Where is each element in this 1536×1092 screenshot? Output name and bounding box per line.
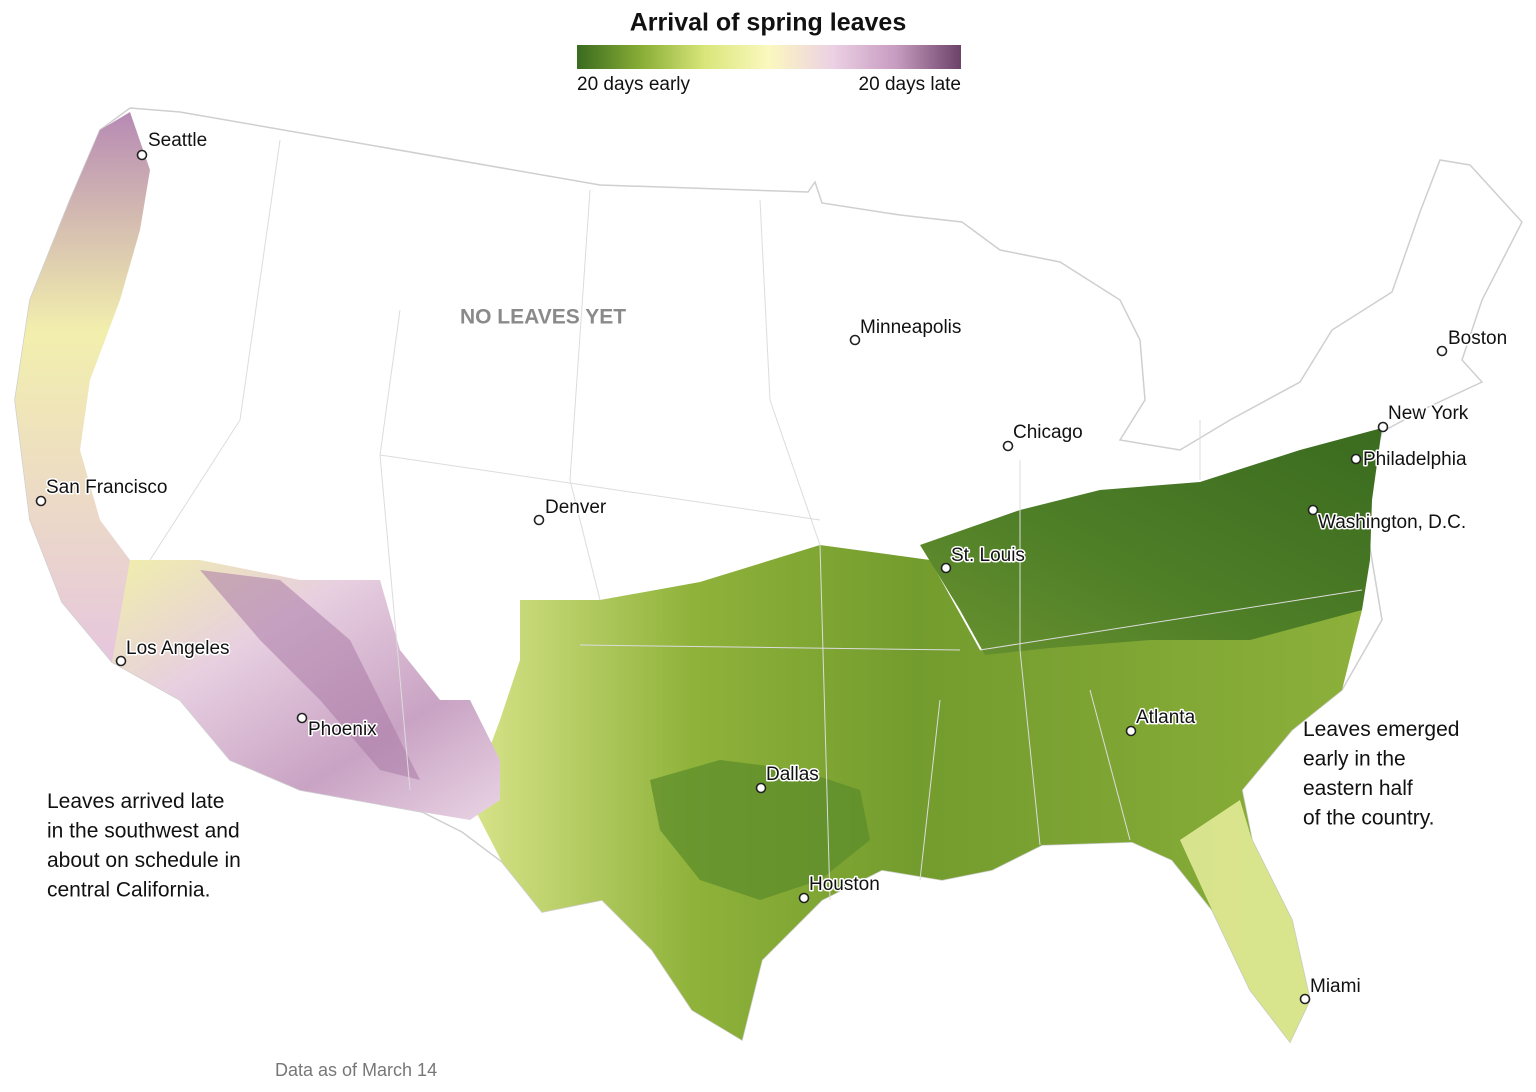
annotation-line: of the country. [1303,807,1435,830]
annotation-line: eastern half [1303,777,1413,800]
annotation-line: central California. [47,879,210,902]
city-label: New York [1388,403,1469,424]
city-marker [296,712,308,724]
annotation-line: in the southwest and [47,820,240,843]
region-east [920,428,1382,655]
city-label: San Francisco [46,477,167,498]
city-label: Los Angeles [126,638,230,659]
city-label: Dallas [766,764,819,785]
city-label: St. Louis [951,545,1025,566]
city-label: Boston [1448,328,1507,349]
city-marker [755,782,767,794]
legend-low-label: 20 days early [577,74,691,95]
city-label: Chicago [1013,422,1083,443]
city-marker [1377,421,1389,433]
city-marker [1125,725,1137,737]
city-marker [1307,504,1319,516]
region-south [470,545,1362,1042]
annotation-line: Leaves arrived late [47,790,224,813]
city-marker [35,495,47,507]
annotations: Leaves arrived late in the southwest and a… [47,718,1459,902]
region-florida [1180,800,1310,1042]
city-label: Phoenix [308,719,377,740]
city-marker [1436,345,1448,357]
annotation-line: Leaves emerged [1303,718,1459,741]
city-label: Minneapolis [860,317,961,338]
city-label: Philadelphia [1363,449,1467,470]
city-marker [849,334,861,346]
cities: Seattle Minneapolis Boston New York Philadel… [35,129,1509,1005]
state-borders [149,139,1363,901]
city-marker [798,892,810,904]
city-label: Atlanta [1136,707,1196,728]
city-label: Miami [1310,976,1361,997]
title: Arrival of spring leaves [630,9,907,37]
city-marker [1002,440,1014,452]
city-marker [1299,993,1311,1005]
annotation-line: about on schedule in [47,849,241,872]
city-marker [940,562,952,574]
city-marker [136,149,148,161]
city-label: Denver [545,497,607,518]
city-label: Houston [809,874,880,895]
city-marker [1350,453,1362,465]
legend-bar [577,45,961,69]
region-arizona-purple [200,570,420,780]
region-label: NO LEAVES YET [460,306,626,329]
legend-high-label: 20 days late [859,74,961,95]
region-texas-dark [650,760,870,900]
city-label: Seattle [148,130,207,151]
city-marker [533,514,545,526]
region-west-coast [15,112,150,662]
annotation-line: early in the [1303,748,1406,771]
city-marker [115,655,127,667]
note: Data as of March 14 [275,1060,437,1080]
city-label: Washington, D.C. [1318,512,1466,533]
